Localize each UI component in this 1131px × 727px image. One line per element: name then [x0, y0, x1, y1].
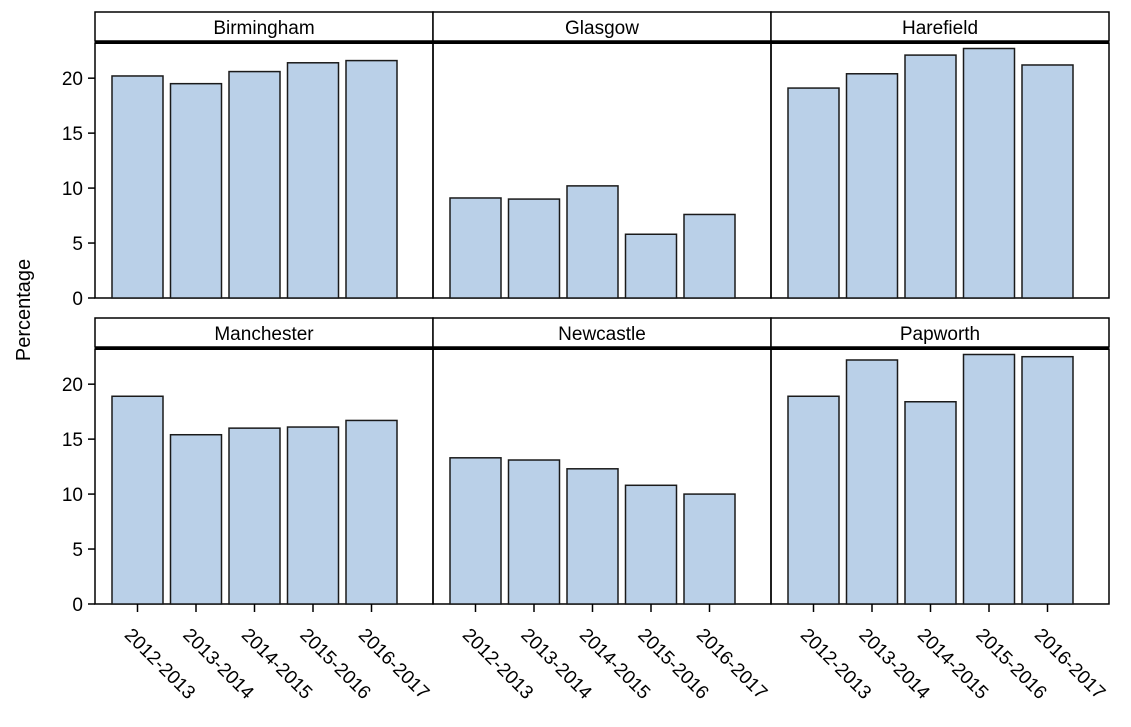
bar	[962, 353, 1016, 605]
panel-manchester: Manchester051015202012-20132013-20142014…	[62, 317, 434, 704]
y-tick-label: 15	[62, 124, 83, 145]
y-tick-label: 5	[72, 234, 83, 255]
y-tick-label: 20	[62, 69, 83, 90]
bar	[566, 468, 619, 605]
strip-label: Papworth	[900, 324, 980, 345]
bar	[787, 395, 840, 605]
bar	[345, 419, 398, 605]
bar	[449, 457, 502, 605]
y-tick-label: 20	[62, 375, 83, 396]
panel-newcastle: Newcastle2012-20132013-20142014-20152015…	[432, 317, 772, 704]
bar	[566, 185, 619, 299]
panels: Birmingham 0 5 10 15 20 Glasgow Harefield Manche…	[62, 11, 1110, 704]
y-tick-label: 15	[62, 430, 83, 451]
bar	[111, 395, 164, 605]
strip-header	[770, 11, 1110, 42]
bar	[228, 427, 281, 605]
strip-label: Manchester	[214, 324, 314, 345]
bar	[845, 73, 899, 299]
bar	[845, 359, 899, 605]
bar	[286, 426, 340, 605]
bar	[345, 59, 398, 299]
bar	[169, 433, 223, 605]
y-axis-label: Percentage	[13, 259, 35, 361]
bar	[1021, 355, 1074, 605]
panel-birmingham: Birmingham 0 5 10 15 20	[62, 11, 434, 310]
bar	[169, 82, 223, 299]
bar	[904, 401, 957, 605]
bar	[449, 197, 502, 299]
bar	[228, 70, 281, 299]
panel-harefield: Harefield	[770, 11, 1110, 299]
y-tick-label: 10	[62, 179, 83, 200]
y-tick-label: 5	[72, 540, 83, 561]
bar	[962, 47, 1016, 299]
bar	[683, 493, 736, 605]
y-tick-label: 10	[62, 485, 83, 506]
bar	[111, 75, 164, 299]
panel-papworth: Papworth2012-20132013-20142014-20152015-…	[770, 317, 1110, 704]
bar	[787, 87, 840, 299]
bar	[1021, 64, 1074, 299]
y-tick-label: 0	[72, 595, 83, 616]
bar	[624, 233, 678, 299]
bar	[507, 198, 561, 299]
strip-header	[94, 317, 434, 348]
panel-glasgow: Glasgow	[432, 11, 772, 299]
bar	[286, 62, 340, 299]
strip-header	[432, 11, 772, 42]
strip-label: Birmingham	[213, 18, 314, 39]
strip-label: Harefield	[902, 18, 978, 39]
bar	[507, 459, 561, 605]
strip-label: Newcastle	[558, 324, 646, 345]
bar	[624, 484, 678, 605]
bar	[904, 54, 957, 299]
bar	[683, 213, 736, 299]
y-tick-label: 0	[72, 289, 83, 310]
strip-header	[94, 11, 434, 42]
strip-label: Glasgow	[565, 18, 639, 39]
